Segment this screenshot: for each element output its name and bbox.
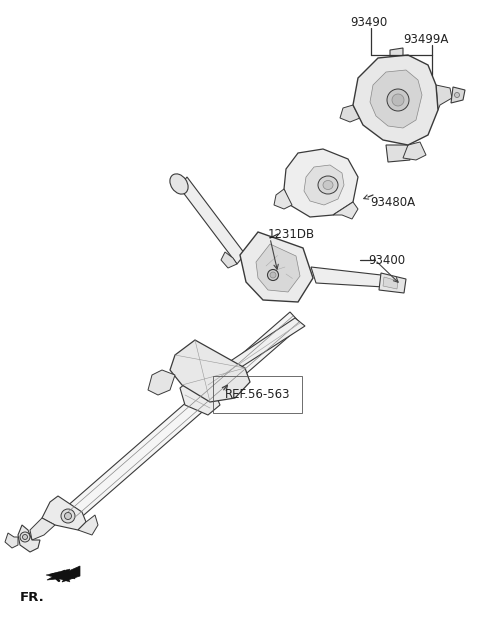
Text: REF.56-563: REF.56-563 <box>225 388 290 401</box>
Polygon shape <box>390 48 403 58</box>
Polygon shape <box>370 70 422 128</box>
Polygon shape <box>379 273 406 293</box>
Polygon shape <box>30 518 55 540</box>
Ellipse shape <box>392 94 404 106</box>
Polygon shape <box>42 496 86 530</box>
Polygon shape <box>148 370 175 395</box>
Ellipse shape <box>267 269 278 280</box>
Text: 93400: 93400 <box>368 254 405 267</box>
Text: 93480A: 93480A <box>370 196 415 209</box>
Text: 93490: 93490 <box>350 16 387 29</box>
Ellipse shape <box>318 176 338 194</box>
Ellipse shape <box>23 534 27 539</box>
Polygon shape <box>179 177 245 264</box>
Polygon shape <box>46 569 75 582</box>
Text: 1231DB: 1231DB <box>268 228 315 241</box>
Polygon shape <box>383 277 398 289</box>
Polygon shape <box>311 267 384 287</box>
Polygon shape <box>403 142 426 160</box>
Ellipse shape <box>387 89 409 111</box>
Polygon shape <box>451 87 465 103</box>
Polygon shape <box>304 165 344 205</box>
Polygon shape <box>221 252 237 268</box>
Polygon shape <box>78 515 98 535</box>
Text: FR.: FR. <box>20 591 45 604</box>
Polygon shape <box>180 378 220 415</box>
Polygon shape <box>333 202 358 219</box>
Polygon shape <box>202 318 305 388</box>
Ellipse shape <box>455 93 459 98</box>
Polygon shape <box>65 312 302 521</box>
Text: 93499A: 93499A <box>403 33 448 46</box>
Polygon shape <box>170 340 250 402</box>
Polygon shape <box>240 232 313 302</box>
Polygon shape <box>256 244 300 292</box>
Ellipse shape <box>61 509 75 523</box>
Polygon shape <box>340 105 360 122</box>
Polygon shape <box>5 533 18 548</box>
Polygon shape <box>353 55 438 145</box>
Ellipse shape <box>20 532 30 542</box>
Ellipse shape <box>170 174 188 194</box>
Polygon shape <box>18 525 40 552</box>
Polygon shape <box>284 149 358 217</box>
Polygon shape <box>386 145 410 162</box>
Polygon shape <box>274 189 292 209</box>
Polygon shape <box>47 566 80 582</box>
Ellipse shape <box>270 272 276 278</box>
Polygon shape <box>436 85 452 110</box>
Ellipse shape <box>323 181 333 190</box>
Ellipse shape <box>64 512 72 520</box>
